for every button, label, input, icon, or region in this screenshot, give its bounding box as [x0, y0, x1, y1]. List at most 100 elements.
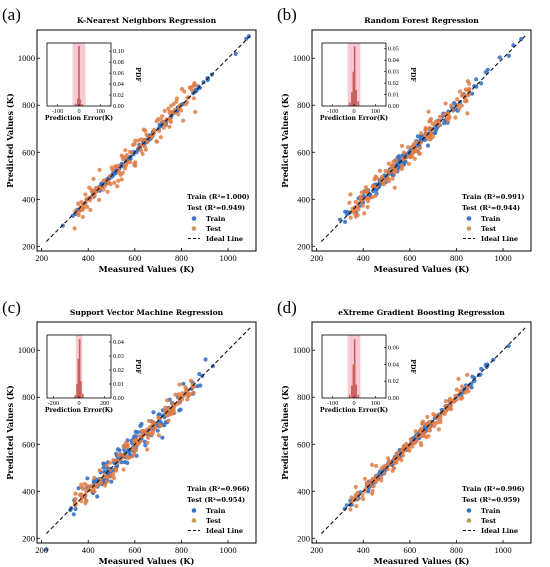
test-point [455, 103, 460, 108]
test-point [82, 481, 87, 486]
test-point [371, 484, 376, 489]
test-point [92, 475, 97, 480]
test-point [188, 378, 193, 383]
histogram-bar [351, 385, 353, 398]
legend-test-label: Test [481, 225, 497, 233]
test-point [108, 473, 113, 478]
test-metric: Test (R²=0.949) [187, 204, 245, 212]
test-point [372, 177, 377, 182]
histogram-bar [81, 104, 83, 106]
histogram-bar [77, 98, 79, 106]
test-point [463, 390, 468, 395]
test-point [380, 174, 385, 179]
inset-y-tick-label: 0.00 [113, 395, 124, 402]
test-point [119, 153, 124, 158]
inset-histogram: -200 0 200 0.00 0.01 0.02 0.03 0.04 Prediction E… [45, 334, 141, 414]
test-point [419, 131, 424, 136]
inset-y-tick-label: 0.00 [388, 395, 399, 402]
test-point [88, 207, 93, 213]
test-point [429, 127, 434, 132]
test-point [449, 407, 454, 412]
panel-label: (b) [277, 5, 297, 24]
x-axis-label: Measured Values (K) [99, 264, 195, 274]
histogram-bar [352, 364, 355, 398]
test-point [354, 504, 359, 509]
x-tick-label: 800 [450, 545, 463, 555]
y-axis-label: Predicted Values (K) [5, 93, 15, 188]
chart-title: Random Forest Regression [364, 16, 479, 25]
test-point [452, 399, 457, 404]
train-point [233, 51, 238, 57]
train-point [483, 70, 488, 75]
test-point [355, 490, 360, 495]
train-point [127, 452, 132, 457]
test-point [91, 176, 96, 181]
test-point [374, 463, 379, 469]
x-tick-label: 200 [35, 253, 48, 263]
test-point [97, 167, 102, 172]
x-axis-label: Measured Values (K) [374, 556, 470, 566]
legend-ideal-label: Ideal Line [481, 235, 518, 243]
train-point [195, 384, 200, 389]
test-point [109, 165, 114, 170]
test-point [423, 133, 428, 138]
train-point [85, 476, 90, 481]
train-point [109, 479, 114, 484]
test-point [418, 441, 423, 446]
test-point [361, 190, 366, 195]
test-point [108, 181, 113, 187]
inset-x-tick-label: -100 [327, 400, 338, 407]
test-point [101, 187, 106, 192]
y-tick-label: 1000 [18, 53, 35, 63]
inset-histogram: -100 0 100 0.00 0.02 0.04 0.06 0.08 0.10 Predicti… [45, 42, 141, 122]
test-point [92, 489, 97, 494]
axes-frame [311, 321, 532, 544]
legend-train-marker [191, 508, 197, 513]
test-point [356, 207, 361, 212]
inset-y-label: PDF [409, 67, 416, 82]
test-point [414, 438, 419, 444]
histogram-bar [355, 384, 357, 398]
test-point [169, 411, 174, 417]
test-metric: Test (R²=0.959) [462, 496, 520, 504]
inset-y-tick-label: 0.06 [388, 345, 399, 352]
train-metric: Train (R²=0.996) [462, 485, 525, 493]
x-tick-label: 800 [175, 545, 188, 555]
x-tick-label: 400 [357, 253, 370, 263]
test-point [420, 421, 425, 426]
test-point [105, 189, 110, 194]
test-point [459, 103, 464, 108]
test-point [360, 493, 365, 498]
chart-title: K-Nearest Neighbors Regression [77, 16, 217, 25]
test-point [399, 143, 405, 148]
train-point [469, 381, 474, 386]
test-point [91, 195, 96, 200]
test-point [108, 467, 113, 472]
test-point [83, 498, 88, 504]
test-point [386, 161, 391, 166]
y-tick-label: 800 [297, 100, 310, 110]
test-point [112, 180, 117, 185]
test-point [394, 460, 399, 465]
chart-title: Support Vector Machine Regression [70, 308, 224, 317]
legend-train-label: Train [206, 215, 226, 223]
test-point [406, 161, 411, 166]
test-point [103, 183, 108, 188]
test-point [455, 97, 460, 102]
test-point [363, 185, 368, 190]
y-tick-label: 400 [297, 194, 310, 204]
y-tick-label: 200 [22, 533, 35, 543]
x-tick-label: 400 [82, 253, 95, 263]
test-point [122, 444, 127, 449]
histogram-bar [82, 393, 84, 398]
x-axis-label: Measured Values (K) [374, 264, 470, 274]
x-tick-label: 200 [310, 545, 323, 555]
test-point [83, 192, 88, 197]
test-point [457, 89, 463, 94]
train-point [71, 512, 76, 517]
test-point [392, 170, 397, 175]
test-point [410, 444, 415, 449]
train-point [193, 87, 198, 92]
test-point [370, 184, 375, 189]
inset-y-tick-label: 0.05 [388, 46, 399, 53]
